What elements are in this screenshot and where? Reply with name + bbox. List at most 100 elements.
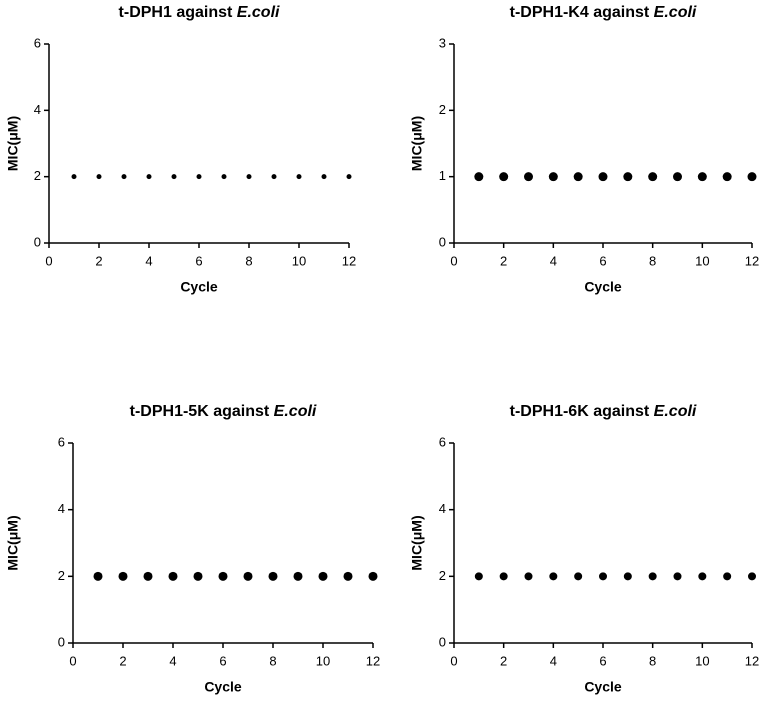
- y-tick-label: 2: [439, 568, 446, 583]
- x-tick-label: 0: [450, 253, 457, 268]
- data-point: [524, 172, 533, 182]
- chart-panel: t-DPH1-5K against E.coli 0 2 4 6 0 2 4 6 8 10 12 Cyc…: [5, 403, 381, 694]
- y-tick-label: 0: [58, 634, 65, 649]
- data-point: [548, 172, 558, 182]
- data-point: [96, 174, 102, 180]
- y-axis-label: MIC(μM): [5, 515, 21, 570]
- data-point: [723, 572, 732, 581]
- data-point: [698, 572, 707, 581]
- x-tick-label: 10: [695, 253, 709, 268]
- title-text: t-DPH1 against: [119, 4, 233, 21]
- title-organism: E.coli: [237, 4, 280, 21]
- chart-title: t-DPH1 against E.coli: [119, 4, 280, 21]
- data-point: [722, 172, 732, 182]
- x-tick-label: 8: [269, 653, 276, 668]
- data-point: [93, 571, 103, 581]
- y-axis-label: MIC(μM): [409, 515, 425, 570]
- data-point: [268, 571, 278, 581]
- x-axis-label: Cycle: [204, 679, 242, 695]
- data-point: [474, 172, 484, 182]
- data-point: [697, 172, 707, 182]
- data-point: [168, 571, 178, 581]
- title-text: t-DPH1-K4 against: [510, 4, 650, 21]
- x-tick-label: 2: [119, 653, 126, 668]
- y-tick-label: 3: [439, 35, 446, 50]
- x-tick-label: 4: [169, 653, 176, 668]
- data-point: [598, 172, 608, 182]
- y-tick-label: 2: [58, 568, 65, 583]
- chart-title: t-DPH1-6K against E.coli: [510, 403, 697, 420]
- y-axis-label: MIC(μM): [5, 116, 21, 171]
- y-tick-label: 4: [34, 102, 41, 117]
- x-tick-label: 6: [219, 653, 226, 668]
- data-point: [368, 571, 378, 581]
- data-point: [121, 174, 127, 180]
- data-point: [118, 571, 128, 581]
- x-tick-label: 12: [366, 653, 380, 668]
- y-tick-label: 2: [439, 102, 446, 117]
- data-point: [196, 174, 202, 180]
- x-tick-label: 2: [500, 253, 507, 268]
- x-tick-label: 8: [649, 653, 656, 668]
- x-tick-label: 10: [292, 253, 306, 268]
- data-point: [146, 174, 152, 180]
- data-point: [246, 174, 252, 180]
- x-tick-label: 12: [745, 253, 759, 268]
- data-point: [499, 172, 509, 182]
- x-tick-label: 6: [195, 253, 202, 268]
- y-tick-label: 4: [58, 501, 65, 516]
- data-point: [673, 172, 682, 182]
- data-point: [71, 174, 77, 180]
- data-point: [293, 571, 303, 581]
- data-point: [648, 572, 657, 581]
- data-point: [243, 571, 253, 581]
- y-tick-label: 6: [439, 434, 446, 449]
- x-tick-label: 0: [69, 653, 76, 668]
- x-tick-label: 4: [550, 253, 557, 268]
- x-tick-label: 12: [745, 653, 759, 668]
- data-point: [343, 571, 353, 581]
- chart-panel: t-DPH1 against E.coli 0 2 4 6 0 2 4 6 8 10 12 Cycle M…: [5, 4, 357, 294]
- x-tick-label: 0: [45, 253, 52, 268]
- x-tick-label: 6: [599, 653, 606, 668]
- x-tick-label: 4: [145, 253, 152, 268]
- x-tick-label: 10: [695, 653, 709, 668]
- title-organism: E.coli: [654, 4, 697, 21]
- data-point: [296, 174, 302, 180]
- x-tick-label: 8: [649, 253, 656, 268]
- y-tick-label: 6: [34, 35, 41, 50]
- data-point: [648, 172, 658, 182]
- data-point: [748, 572, 756, 581]
- chart-title: t-DPH1-5K against E.coli: [130, 403, 317, 420]
- data-point: [221, 174, 227, 180]
- data-point: [574, 572, 583, 581]
- data-point: [747, 172, 757, 182]
- data-point: [524, 572, 533, 581]
- data-point: [474, 572, 483, 581]
- x-tick-label: 2: [95, 253, 102, 268]
- y-tick-label: 1: [439, 168, 446, 183]
- data-point: [321, 174, 327, 180]
- x-tick-label: 8: [245, 253, 252, 268]
- data-point: [623, 572, 632, 581]
- y-tick-label: 2: [34, 168, 41, 183]
- data-point: [218, 571, 228, 581]
- data-point: [599, 572, 607, 581]
- title-text: t-DPH1-6K against: [510, 403, 650, 420]
- chart-panel: t-DPH1-6K against E.coli 0 2 4 6 0 2 4 6 8 10 12 Cyc…: [409, 403, 760, 694]
- data-point: [499, 572, 508, 581]
- y-tick-label: 0: [34, 234, 41, 249]
- x-axis-label: Cycle: [180, 279, 218, 295]
- x-axis-label: Cycle: [584, 679, 622, 695]
- title-organism: E.coli: [654, 403, 697, 420]
- title-text: t-DPH1-5K against: [130, 403, 270, 420]
- y-tick-label: 0: [439, 634, 446, 649]
- y-tick-label: 0: [439, 234, 446, 249]
- x-tick-label: 10: [316, 653, 330, 668]
- data-point: [171, 174, 177, 180]
- data-point: [673, 572, 682, 581]
- x-tick-label: 0: [450, 653, 457, 668]
- y-tick-label: 6: [58, 434, 65, 449]
